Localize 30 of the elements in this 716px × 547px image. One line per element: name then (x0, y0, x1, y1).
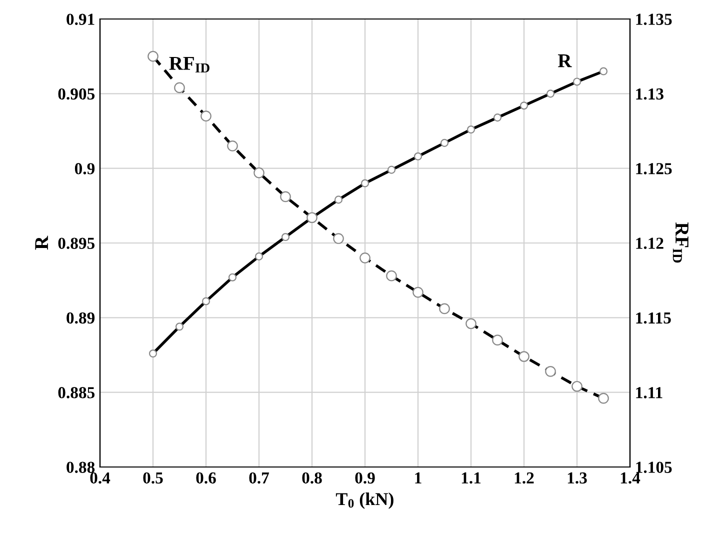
x-tick-label: 0.6 (196, 472, 216, 484)
x-axis-title: T$_{0}$ (kN) (336, 492, 394, 509)
y-tick-label: 0.88 (66, 462, 95, 474)
y2-tick-label: 1.105 (636, 462, 672, 474)
y2-tick-label: 1.125 (636, 163, 672, 174)
y2-tick-label: 1.13 (636, 88, 664, 100)
y-tick-label: 0.905 (58, 88, 95, 100)
y2-tick-label: 1.11 (636, 387, 662, 398)
x-tick-label: 0.4 (90, 472, 110, 484)
y-tick-label: 0.885 (58, 387, 95, 398)
x-tick-label: 1.2 (514, 472, 534, 484)
y2-axis-title: RF$_{ID}$ (672, 222, 688, 263)
y-tick-label: 0.895 (58, 238, 95, 250)
y-tick-label: 0.9 (74, 163, 95, 174)
y2-tick-label: 1.115 (636, 312, 671, 324)
x-tick-label: 0.8 (302, 472, 322, 484)
y2-tick-label: 1.135 (636, 14, 672, 26)
x-tick-label: 1.3 (568, 472, 587, 484)
x-tick-label: 0.5 (143, 472, 163, 484)
series-label: RF$_{ID}$ (169, 56, 210, 72)
y-tick-label: 0.91 (66, 14, 94, 26)
x-tick-label: 1 (415, 472, 422, 484)
x-tick-label: 1.4 (620, 472, 640, 484)
series-label: R (558, 54, 572, 68)
y-axis-title: R (35, 236, 48, 250)
y-tick-label: 0.89 (66, 312, 95, 324)
y2-tick-label: 1.12 (636, 238, 664, 250)
x-tick-label: 0.9 (355, 472, 375, 484)
x-tick-label: 1.1 (462, 472, 481, 484)
x-tick-label: 0.7 (249, 472, 270, 484)
